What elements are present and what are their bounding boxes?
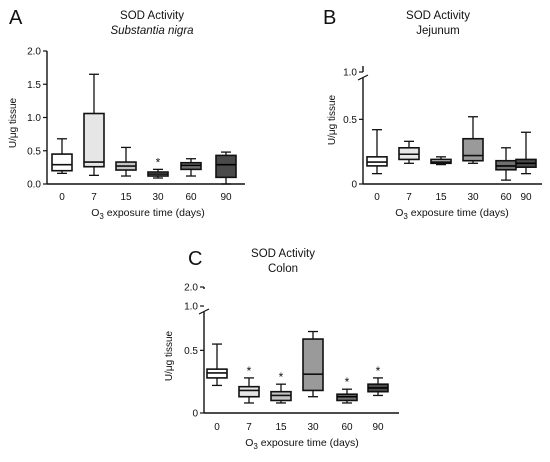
box-15 <box>115 146 137 177</box>
box-body <box>462 137 484 162</box>
significance-star: * <box>376 364 381 378</box>
panel-letter: C <box>188 248 202 270</box>
box-60 <box>180 158 202 177</box>
x-tick-label: 7 <box>91 192 97 203</box>
x-tick-label: 30 <box>152 192 164 203</box>
y-axis-label: U/μg tissue <box>164 330 175 381</box>
box-30: * <box>147 155 169 179</box>
y-tick-label: 2.0 <box>184 283 198 294</box>
y-axis-label: U/μg tissue <box>8 97 19 148</box>
y-tick-label: 1.0 <box>343 68 357 79</box>
y-tick-label: 0 <box>351 180 357 191</box>
axis-break-mark <box>198 308 210 315</box>
y-tick-label: 0.5 <box>27 146 41 157</box>
box-0 <box>206 343 228 387</box>
panel-c: C SOD Activity Colon 0 0.5 1.0 2.0 U/μg tissue O… <box>164 248 399 451</box>
y-tick-label: 1.5 <box>27 80 41 91</box>
significance-star: * <box>345 375 350 389</box>
y-tick-label: 0 <box>192 409 198 420</box>
y-tick-label: 2.0 <box>27 47 41 58</box>
box-60 <box>495 147 517 181</box>
box-body <box>238 385 260 398</box>
box-90 <box>215 151 237 185</box>
panel-a: A SOD Activity Substantia nigra 0.0 0.5 1.0 1.… <box>8 7 245 221</box>
x-tick-label: 0 <box>214 422 220 433</box>
y-axis-label: U/μg tissue <box>327 94 338 145</box>
chart-title: SOD Activity <box>406 10 470 22</box>
x-tick-label: 60 <box>341 422 353 433</box>
x-tick-label: 7 <box>406 192 412 203</box>
x-tick-label: 60 <box>500 192 512 203</box>
panel-letter: A <box>9 7 23 29</box>
chart-subtitle: Substantia nigra <box>110 25 193 37</box>
x-tick-label: 0 <box>59 192 65 203</box>
chart-title: SOD Activity <box>251 248 315 260</box>
x-tick-label: 90 <box>372 422 384 433</box>
box-60: * <box>336 375 358 404</box>
significance-star: * <box>247 364 252 378</box>
x-tick-label: 0 <box>374 192 380 203</box>
box-0 <box>366 129 388 175</box>
y-tick-label: 0.5 <box>184 346 198 357</box>
x-tick-label: 90 <box>220 192 232 203</box>
box-30 <box>302 330 324 398</box>
x-axis-label: O3 exposure time (days) <box>245 437 359 451</box>
x-axis-label: O3 exposure time (days) <box>395 207 509 221</box>
x-axis-label: O3 exposure time (days) <box>91 207 205 221</box>
y-tick-label: 0.5 <box>343 115 357 126</box>
box-7: * <box>238 364 260 404</box>
x-tick-label: 60 <box>185 192 197 203</box>
x-tick-label: 30 <box>467 192 479 203</box>
panel-b: B SOD Activity Jejunum 0 0.5 1.0 U/μg tissue O3… <box>323 7 542 221</box>
x-tick-label: 7 <box>246 422 252 433</box>
x-tick-label: 30 <box>307 422 319 433</box>
x-tick-label: 15 <box>275 422 287 433</box>
box-7 <box>83 73 105 177</box>
significance-star: * <box>279 370 284 384</box>
x-tick-label: 15 <box>435 192 447 203</box>
x-tick-label: 15 <box>120 192 132 203</box>
box-body <box>51 153 73 172</box>
y-tick-label: 1.0 <box>184 302 198 313</box>
box-15: * <box>270 370 292 404</box>
chart-subtitle: Colon <box>268 263 298 275</box>
chart-title: SOD Activity <box>120 10 184 22</box>
y-tick-label: 1.0 <box>27 113 41 124</box>
x-tick-label: 90 <box>520 192 532 203</box>
panel-letter: B <box>323 7 336 29</box>
box-0 <box>51 138 73 175</box>
y-tick-label: 0.0 <box>27 180 41 191</box>
box-30 <box>462 116 484 164</box>
box-15 <box>430 156 452 166</box>
significance-star: * <box>156 155 161 169</box>
axis-break-mark <box>357 74 369 81</box>
box-90: * <box>367 364 389 397</box>
box-body <box>83 112 105 168</box>
box-7 <box>398 140 420 164</box>
chart-subtitle: Jejunum <box>416 25 459 37</box>
box-body <box>302 338 324 392</box>
box-90 <box>515 131 537 175</box>
box-body <box>215 154 237 179</box>
